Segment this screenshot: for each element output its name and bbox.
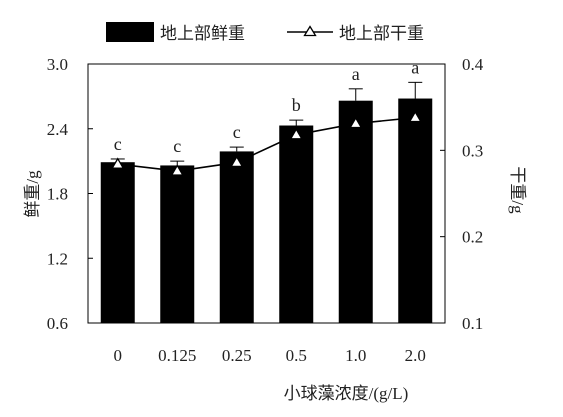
x-tick-label: 0.125 (158, 346, 196, 365)
x-tick-label: 0.5 (286, 346, 307, 365)
dry-weight-marker (408, 110, 422, 123)
y-left-tick-label: 0.6 (47, 314, 68, 333)
dry-weight-marker (111, 157, 125, 169)
significance-letter: a (352, 64, 360, 84)
y-axis-right: 0.1 0.2 0.3 0.4 (440, 55, 484, 333)
significance-letter: c (233, 122, 241, 142)
legend: 地上部鲜重 地上部干重 (106, 22, 424, 43)
y-left-tick-label: 3.0 (47, 55, 68, 74)
dry-weight-line-series (111, 110, 422, 176)
x-tick-label: 2.0 (405, 346, 426, 365)
significance-letter: b (292, 95, 301, 115)
dry-weight-marker (349, 116, 363, 129)
legend-label-dry-weight: 地上部干重 (339, 24, 424, 43)
legend-label-fresh-weight: 地上部鲜重 (160, 24, 245, 43)
bar-fresh-weight (160, 165, 195, 323)
y-left-tick-label: 2.4 (47, 120, 69, 139)
y-right-tick-label: 0.4 (462, 55, 484, 74)
plot-area-frame (87, 63, 446, 324)
bar-fresh-weight (219, 151, 254, 323)
bar-fresh-weight (398, 98, 433, 324)
significance-letters: c c c b a a (114, 57, 420, 156)
legend-marker-dry-weight (303, 25, 317, 37)
bar-series (100, 98, 433, 324)
error-bars (110, 81, 423, 166)
x-axis: 0 0.125 0.25 0.5 1.0 2.0 (114, 346, 426, 365)
significance-letter: c (114, 134, 122, 154)
x-axis-title: 小球藻浓度/(g/L) (284, 384, 409, 403)
y-axis-right-title: 干重/g (508, 166, 527, 214)
significance-letter: a (411, 57, 419, 77)
y-axis-left: 0.6 1.2 1.8 2.4 3.0 (47, 55, 93, 333)
y-axis-left-title: 鲜重/g (23, 170, 42, 218)
legend-swatch-fresh-weight (106, 22, 154, 42)
bar-fresh-weight (100, 162, 135, 323)
dry-weight-line (117, 116, 416, 172)
bar-fresh-weight (279, 125, 314, 323)
y-right-tick-label: 0.2 (462, 228, 483, 247)
y-right-tick-label: 0.1 (462, 314, 483, 333)
x-tick-label: 0 (114, 346, 123, 365)
significance-letter: c (173, 136, 181, 156)
dry-weight-marker (289, 127, 303, 140)
x-tick-label: 1.0 (345, 346, 366, 365)
y-right-tick-label: 0.3 (462, 141, 483, 160)
y-left-tick-label: 1.8 (47, 185, 68, 204)
x-tick-label: 0.25 (222, 346, 252, 365)
bar-fresh-weight (338, 100, 373, 323)
dry-weight-marker (230, 155, 244, 168)
y-left-tick-label: 1.2 (47, 249, 68, 268)
dry-weight-marker (170, 164, 184, 176)
